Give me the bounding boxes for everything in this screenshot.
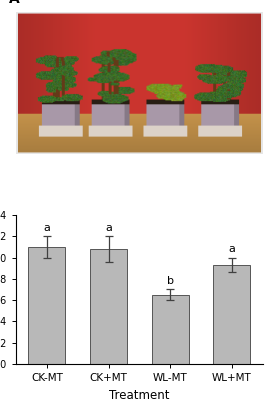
- Bar: [28, 247, 65, 364]
- Text: a: a: [43, 222, 50, 232]
- X-axis label: Treatment: Treatment: [109, 388, 170, 400]
- Text: a: a: [228, 244, 235, 254]
- Text: a: a: [105, 222, 112, 232]
- Bar: [152, 295, 189, 364]
- Text: A: A: [9, 0, 20, 6]
- Bar: [90, 249, 127, 364]
- Text: b: b: [167, 276, 174, 286]
- Bar: [213, 265, 250, 364]
